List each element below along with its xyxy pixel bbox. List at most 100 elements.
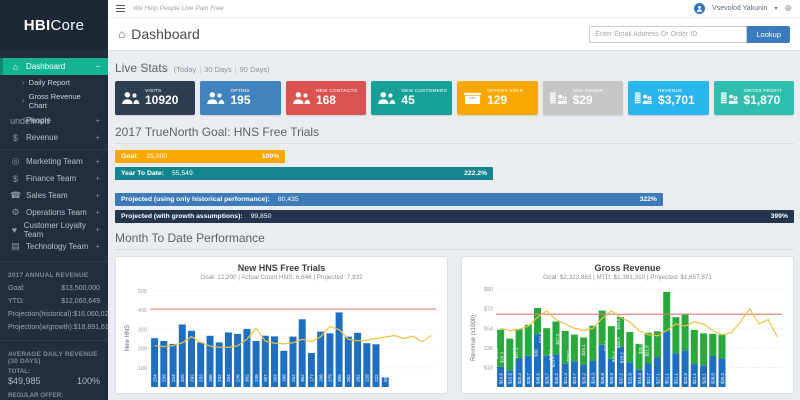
svg-text:$25.4: $25.4: [472, 342, 477, 354]
stat-card-revenue[interactable]: $REVENUE$3,701: [628, 81, 708, 115]
stat-cards-row: VISITS10920OPTINS195NEW CONTACTS168NEW C…: [115, 81, 794, 115]
menu-toggle-icon[interactable]: [116, 5, 125, 13]
svg-text:$18.6: $18.6: [498, 372, 503, 384]
svg-text:292: 292: [189, 374, 194, 382]
expand-indicator: +: [95, 225, 100, 234]
svg-text:232: 232: [199, 374, 204, 382]
heart-icon: ♥: [10, 225, 19, 235]
svg-text:$16.3: $16.3: [637, 372, 642, 384]
sidebar-item-sales-team[interactable]: ☎Sales Team+: [0, 187, 108, 204]
chevron-right-icon: ›: [22, 78, 25, 87]
svg-text:$36.5: $36.5: [616, 318, 621, 330]
stat-card-avg-order[interactable]: $AVG ORDER$29: [543, 81, 623, 115]
svg-text:$20.1: $20.1: [701, 372, 706, 384]
chevron-down-icon[interactable]: ▾: [774, 5, 777, 12]
svg-text:500: 500: [138, 289, 147, 295]
chart-subtitle: Goal: 12,200 | Actual Count HNS: 6,646 |…: [120, 274, 443, 281]
svg-text:400: 400: [138, 308, 147, 314]
progress-bar-year-to-date: Year To Date:55,549222.2%: [115, 167, 493, 180]
sidebar-item-revenue[interactable]: $Revenue+: [0, 129, 108, 146]
svg-text:New HNS: New HNS: [125, 325, 131, 351]
search-input[interactable]: [589, 26, 747, 43]
svg-text:$24.1: $24.1: [484, 321, 489, 333]
new-hns-chart: 100200300400500New HNS254239224325292232…: [120, 283, 443, 393]
svg-text:$31.5: $31.5: [538, 331, 543, 343]
svg-text:$30: $30: [534, 349, 539, 357]
lookup-button[interactable]: Lookup: [747, 26, 790, 43]
stat-value: $1,870: [744, 94, 783, 108]
money-icon: $: [634, 91, 653, 105]
svg-text:$31.1: $31.1: [674, 372, 679, 384]
page-header: ⌂ Dashboard Lookup: [108, 18, 800, 51]
svg-text:$24.1: $24.1: [581, 344, 586, 356]
sidebar-item-finance-team[interactable]: $Finance Team+: [0, 170, 108, 187]
sidebar-daily-revenue: AVERAGE DAILY REVENUE (30 DAYS) TOTAL:$4…: [0, 340, 108, 400]
nav-label: Revenue: [26, 133, 58, 142]
svg-text:$31.4: $31.4: [611, 351, 616, 363]
svg-text:$48.6: $48.6: [535, 372, 540, 384]
live-stats-title: Live Stats: [115, 61, 168, 75]
svg-text:$20.4: $20.4: [638, 342, 643, 354]
daily-revenue-row: REGULAR OFFER:$22,03544.08%: [8, 392, 100, 400]
svg-text:$24.5: $24.5: [494, 348, 499, 360]
stat-card-new-contacts[interactable]: NEW CONTACTS168: [286, 81, 366, 115]
svg-text:300: 300: [138, 327, 147, 333]
sidebar-item-dashboard[interactable]: ⌂Dashboard−: [0, 58, 108, 75]
users-icon: [206, 91, 225, 105]
stat-card-gross-profit[interactable]: $GROSS PROFIT$1,870: [714, 81, 794, 115]
svg-text:$38.8: $38.8: [600, 372, 605, 384]
svg-text:$: $: [563, 96, 565, 100]
chart-card-gross-revenue: Gross Revenue Goal: $2,323,863 | MTD: $1…: [461, 256, 794, 394]
nav-label: Operations Team: [26, 208, 87, 217]
sidebar-item-marketing-team[interactable]: ◎Marketing Team+: [0, 153, 108, 170]
svg-text:$28.5: $28.5: [711, 372, 716, 384]
svg-text:$30.2: $30.2: [554, 372, 559, 384]
svg-text:352: 352: [300, 374, 305, 382]
user-avatar[interactable]: [694, 3, 705, 14]
users-icon: [377, 91, 396, 105]
tech-icon: ▤: [10, 241, 21, 252]
svg-text:$26.3: $26.3: [720, 372, 725, 384]
sidebar-item-technology-team[interactable]: ▤Technology Team+: [0, 238, 108, 255]
fullscreen-icon[interactable]: ⊕: [784, 3, 792, 14]
range-link-30-days[interactable]: 30 Days: [204, 65, 232, 74]
stat-card-optins[interactable]: OPTINS195: [200, 81, 280, 115]
stat-value: 168: [316, 94, 357, 108]
svg-text:$32.9: $32.9: [616, 337, 621, 349]
svg-text:388: 388: [337, 374, 342, 382]
stat-value: $3,701: [658, 94, 695, 108]
stat-value: 45: [401, 94, 447, 108]
svg-text:$28.7: $28.7: [545, 372, 550, 384]
sidebar-subitem-gross-revenue-chart[interactable]: ›Gross Revenue Chart: [0, 89, 108, 112]
sidebar-subitem-daily-report[interactable]: ›Daily Report: [0, 75, 108, 89]
money-icon: $: [549, 91, 568, 105]
stat-card-new-customers[interactable]: NEW CUSTOMERS45: [371, 81, 452, 115]
app-logo[interactable]: HBICore: [0, 0, 108, 50]
box-icon: [463, 91, 482, 105]
svg-text:$18: $18: [484, 365, 493, 371]
svg-text:239: 239: [162, 374, 167, 382]
progress-bar-goal: Goal:25,000100%: [115, 150, 285, 163]
mtd-title: Month To Date Performance: [115, 231, 265, 245]
stat-card-offers-sold[interactable]: OFFERS SOLD129: [457, 81, 537, 115]
svg-text:$21.1: $21.1: [692, 372, 697, 384]
sidebar-item-operations-team[interactable]: ⚙Operations Team+: [0, 204, 108, 221]
svg-text:$20.2: $20.2: [581, 372, 586, 384]
dollar-icon: $: [10, 174, 21, 184]
sidebar-item-customer-loyalty-team[interactable]: ♥Customer Loyalty Team+: [0, 221, 108, 238]
expand-indicator: +: [95, 174, 100, 183]
chart-subtitle: Goal: $2,323,863 | MTD: $1,391,310 | Pro…: [466, 274, 789, 281]
range-link-today[interactable]: Today: [176, 65, 196, 74]
svg-text:$27.2: $27.2: [555, 333, 560, 345]
truenorth-bars: Goal:25,000100% Year To Date:55,549222.2%…: [115, 150, 794, 223]
stat-value: 10920: [145, 94, 178, 108]
charts-row: New HNS Free Trials Goal: 12,200 | Actua…: [115, 256, 794, 394]
chevron-right-icon: ›: [22, 96, 25, 105]
sidebar-annual-revenue: 2017 ANNUAL REVENUE Goal:$13,500,000YTD:…: [0, 261, 108, 334]
svg-text:100: 100: [138, 366, 147, 372]
range-link-90-days[interactable]: 90 Days: [240, 65, 268, 74]
annual-revenue-title: 2017 ANNUAL REVENUE: [8, 272, 100, 279]
stat-card-visits[interactable]: VISITS10920: [115, 81, 195, 115]
user-menu[interactable]: Vsevolod Yakunin: [712, 5, 767, 12]
sidebar-item-people[interactable]: undefinedPeople+: [0, 112, 108, 129]
